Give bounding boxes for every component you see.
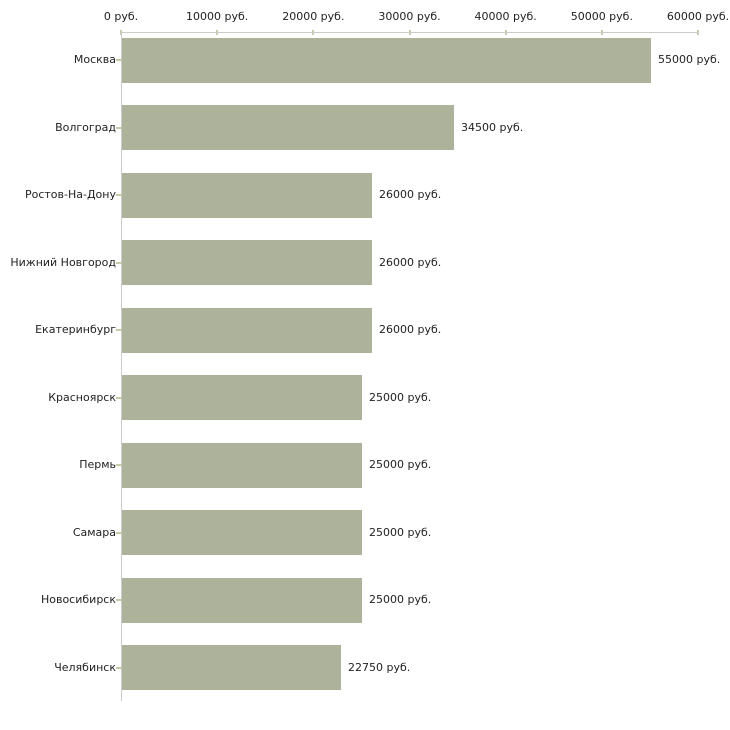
bar: [122, 307, 372, 353]
category-tick-mark: [116, 126, 122, 129]
category-label: Екатеринбург: [35, 323, 116, 336]
category-label: Нижний Новгород: [10, 255, 116, 269]
value-label: 22750 руб.: [348, 660, 411, 674]
bar: [122, 645, 341, 690]
value-label: 25000 руб.: [369, 458, 432, 471]
value-label: 26000 руб.: [379, 188, 442, 201]
category-label: Волгоград: [55, 120, 116, 134]
x-tick-label: 20000 руб.: [282, 10, 345, 23]
category-label: Новосибирск: [40, 593, 116, 606]
value-label: 25000 руб.: [369, 525, 432, 539]
category-label: Челябинск: [54, 660, 116, 674]
category-label: Самара: [72, 525, 116, 539]
category-tick-mark: [116, 464, 122, 466]
category-tick-mark: [116, 59, 122, 61]
category-tick-mark: [116, 396, 122, 399]
bar: [122, 37, 651, 83]
category-tick-mark: [116, 531, 122, 534]
bar: [122, 375, 362, 420]
category-label: Ростов-На-Дону: [24, 188, 116, 201]
x-axis-line: [121, 32, 699, 33]
x-tick-label: 10000 руб.: [186, 10, 249, 23]
bar: [122, 240, 372, 285]
x-tick-label: 40000 руб.: [474, 10, 537, 23]
value-label: 25000 руб.: [369, 593, 432, 606]
category-tick-mark: [116, 666, 122, 669]
category-label: Красноярск: [48, 390, 116, 404]
value-label: 26000 руб.: [379, 255, 442, 269]
category-tick-mark: [116, 329, 122, 331]
x-tick-label: 0 руб.: [103, 10, 139, 23]
x-tick-label: 50000 руб.: [570, 10, 633, 23]
bar: [122, 510, 362, 555]
bar: [122, 172, 372, 218]
value-label: 25000 руб.: [369, 390, 432, 404]
y-axis-line: [121, 32, 122, 701]
category-label: Москва: [73, 53, 116, 66]
x-tick-label: 30000 руб.: [378, 10, 441, 23]
category-tick-mark: [116, 261, 122, 264]
value-label: 34500 руб.: [461, 120, 524, 134]
bar: [122, 577, 362, 623]
category-label: Пермь: [79, 458, 116, 471]
value-label: 26000 руб.: [379, 323, 442, 336]
bar: [122, 105, 454, 150]
x-tick-label: 60000 руб.: [666, 10, 730, 23]
category-tick-mark: [116, 194, 122, 196]
category-tick-mark: [116, 599, 122, 601]
bar: [122, 442, 362, 488]
value-label: 55000 руб.: [658, 53, 721, 66]
